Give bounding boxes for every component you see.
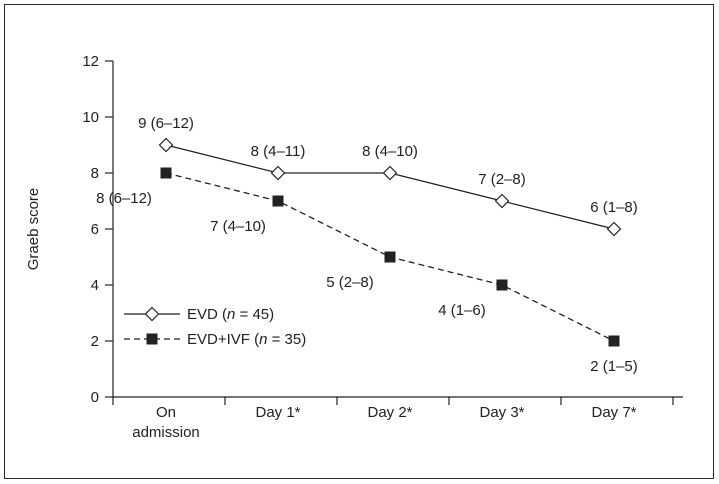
data-label-0: 8 (4–10)	[362, 143, 418, 160]
y-tick-label: 4	[91, 277, 99, 294]
y-tick-label: 8	[91, 165, 99, 182]
series-marker-0	[384, 167, 397, 180]
legend: EVD (n = 45) EVD+IVF (n = 35)	[124, 306, 306, 348]
data-label-1: 5 (2–8)	[326, 274, 374, 291]
data-label-1: 2 (1–5)	[590, 358, 638, 375]
y-tick-label: 0	[91, 389, 99, 406]
y-tick-label: 6	[91, 221, 99, 238]
axes: 0 2 4 6 8 10 12 On admission Day 1* Day 2* Day 3* Da…	[25, 53, 683, 441]
data-label-0: 7 (2–8)	[478, 171, 526, 188]
data-label-1: 8 (6–12)	[96, 190, 152, 207]
x-tick-label: Day 3*	[479, 404, 524, 421]
y-tick-label: 10	[82, 109, 99, 126]
x-tick-label: Day 7*	[591, 404, 636, 421]
series-marker-1	[609, 336, 619, 346]
series-marker-0	[272, 167, 285, 180]
x-tick-label: On admission	[132, 404, 200, 441]
legend-marker-1	[147, 334, 157, 344]
series-marker-0	[160, 139, 173, 152]
series-marker-1	[273, 196, 283, 206]
data-label-1: 4 (1–6)	[438, 302, 486, 319]
legend-label-0: EVD (n = 45)	[187, 306, 274, 323]
legend-label-1: EVD+IVF (n = 35)	[187, 331, 306, 348]
x-tick-label: Day 1*	[255, 404, 300, 421]
data-label-1: 7 (4–10)	[210, 218, 266, 235]
series-marker-1	[497, 280, 507, 290]
series-marker-1	[385, 252, 395, 262]
x-tick-label: Day 2*	[367, 404, 412, 421]
data-label-0: 9 (6–12)	[138, 115, 194, 132]
data-label-0: 6 (1–8)	[590, 199, 638, 216]
y-tick-label: 2	[91, 333, 99, 350]
series-marker-0	[608, 223, 621, 236]
series-marker-0	[496, 195, 509, 208]
series-marker-1	[161, 168, 171, 178]
legend-marker-0	[146, 308, 159, 321]
y-axis-title: Graeb score	[25, 188, 42, 271]
y-tick-label: 12	[82, 53, 99, 70]
data-label-0: 8 (4–11)	[251, 143, 306, 160]
